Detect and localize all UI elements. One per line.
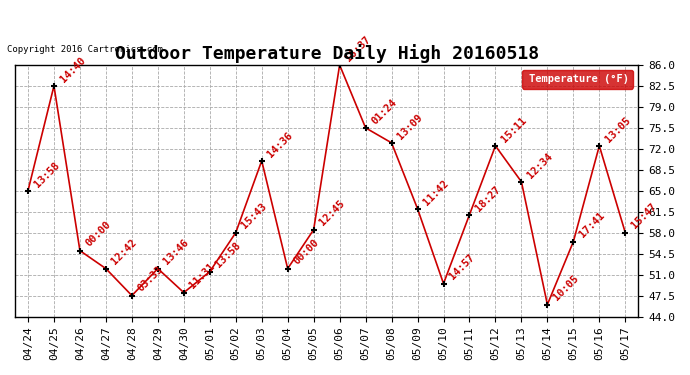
Text: 00:00: 00:00 (292, 238, 321, 267)
Text: 12:34: 12:34 (525, 151, 555, 180)
Text: 13:58: 13:58 (214, 241, 243, 270)
Text: 12:42: 12:42 (110, 238, 139, 267)
Title: Outdoor Temperature Daily High 20160518: Outdoor Temperature Daily High 20160518 (115, 45, 539, 63)
Text: 17:41: 17:41 (578, 211, 607, 240)
Text: 13:05: 13:05 (603, 115, 633, 144)
Legend: Temperature (°F): Temperature (°F) (522, 70, 633, 88)
Text: 13:46: 13:46 (161, 238, 191, 267)
Text: 15:43: 15:43 (239, 202, 269, 231)
Text: 00:00: 00:00 (83, 220, 113, 249)
Text: Copyright 2016 Cartronics.com: Copyright 2016 Cartronics.com (7, 45, 163, 54)
Text: 16:37: 16:37 (344, 34, 373, 63)
Text: 14:57: 14:57 (447, 253, 477, 282)
Text: 14:36: 14:36 (266, 130, 295, 159)
Text: 13:58: 13:58 (32, 160, 61, 189)
Text: 14:40: 14:40 (58, 55, 87, 84)
Text: 18:27: 18:27 (473, 184, 502, 213)
Text: 03:33: 03:33 (136, 265, 165, 294)
Text: 13:09: 13:09 (395, 112, 424, 141)
Text: 01:24: 01:24 (369, 97, 399, 126)
Text: 12:45: 12:45 (317, 199, 346, 228)
Text: 11:31: 11:31 (188, 262, 217, 291)
Text: 10:05: 10:05 (551, 274, 580, 303)
Text: 15:47: 15:47 (629, 202, 658, 231)
Text: 15:11: 15:11 (500, 115, 529, 144)
Text: 11:42: 11:42 (422, 178, 451, 207)
